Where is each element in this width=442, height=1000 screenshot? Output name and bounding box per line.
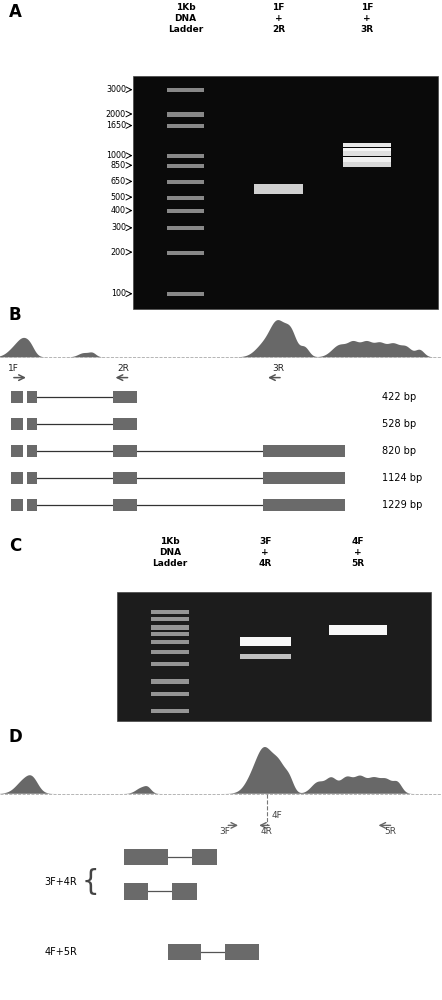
Text: 500: 500 xyxy=(111,193,126,202)
Bar xyxy=(11,391,23,403)
Bar xyxy=(152,625,189,630)
Bar xyxy=(167,88,205,92)
Bar xyxy=(152,662,189,666)
Bar xyxy=(152,709,189,713)
Bar xyxy=(167,226,205,230)
Bar xyxy=(11,499,23,511)
Bar xyxy=(254,188,303,194)
Bar xyxy=(263,499,345,511)
Bar xyxy=(167,154,205,158)
Text: 1124 bp: 1124 bp xyxy=(382,473,423,483)
Bar xyxy=(343,148,391,153)
Text: 1Kb
DNA
Ladder: 1Kb DNA Ladder xyxy=(152,537,188,568)
Bar xyxy=(113,391,137,403)
Bar xyxy=(152,610,189,614)
Bar xyxy=(225,944,259,960)
Text: 4F: 4F xyxy=(272,811,282,820)
Bar xyxy=(113,472,137,484)
Bar xyxy=(167,251,205,255)
Bar xyxy=(263,445,345,457)
Bar xyxy=(133,76,438,309)
Bar xyxy=(254,184,303,189)
Bar xyxy=(27,472,37,484)
Bar xyxy=(167,292,205,296)
Bar xyxy=(152,679,189,684)
Bar xyxy=(343,162,391,167)
Bar xyxy=(124,849,168,865)
Bar xyxy=(329,625,387,635)
Text: B: B xyxy=(9,306,22,324)
Bar xyxy=(168,944,201,960)
Text: 422 bp: 422 bp xyxy=(382,392,416,402)
Bar xyxy=(240,654,291,659)
Bar xyxy=(240,637,291,646)
Bar xyxy=(263,472,345,484)
Text: A: A xyxy=(9,3,22,21)
Text: 3F+4R: 3F+4R xyxy=(45,877,77,887)
Text: 2R: 2R xyxy=(117,364,129,373)
Text: 5R: 5R xyxy=(385,827,396,836)
Bar xyxy=(152,640,189,644)
Text: 100: 100 xyxy=(111,289,126,298)
Bar xyxy=(167,180,205,184)
Text: 1650: 1650 xyxy=(106,121,126,130)
Text: 3F
+
4R: 3F + 4R xyxy=(259,537,272,568)
Text: 2000: 2000 xyxy=(106,110,126,119)
Text: 650: 650 xyxy=(111,177,126,186)
Text: 3F: 3F xyxy=(219,827,230,836)
Bar xyxy=(167,124,205,128)
Text: 400: 400 xyxy=(111,206,126,215)
Text: 1Kb
DNA
Ladder: 1Kb DNA Ladder xyxy=(168,3,203,34)
Bar xyxy=(152,632,189,636)
Bar xyxy=(167,112,205,117)
Text: 1F
+
3R: 1F + 3R xyxy=(360,3,373,34)
Bar xyxy=(343,143,391,147)
Text: 200: 200 xyxy=(111,248,126,257)
Bar xyxy=(172,883,197,900)
Text: {: { xyxy=(82,868,99,896)
Bar xyxy=(11,445,23,457)
Text: 528 bp: 528 bp xyxy=(382,419,416,429)
Bar xyxy=(343,157,391,162)
Text: 300: 300 xyxy=(111,223,126,232)
Bar xyxy=(113,418,137,430)
Text: 3R: 3R xyxy=(272,364,284,373)
Text: 1F
+
2R: 1F + 2R xyxy=(272,3,285,34)
Bar xyxy=(11,418,23,430)
Text: C: C xyxy=(9,537,21,555)
Bar xyxy=(343,151,391,156)
Text: 3000: 3000 xyxy=(106,85,126,94)
Bar xyxy=(117,592,431,721)
Text: 1000: 1000 xyxy=(106,151,126,160)
Text: 4F
+
5R: 4F + 5R xyxy=(351,537,365,568)
Bar xyxy=(113,499,137,511)
Bar xyxy=(152,650,189,654)
Text: 4R: 4R xyxy=(261,827,273,836)
Text: 1F: 1F xyxy=(8,364,19,373)
Bar xyxy=(167,164,205,168)
Bar xyxy=(27,418,37,430)
Text: 1229 bp: 1229 bp xyxy=(382,500,423,510)
Text: 4F+5R: 4F+5R xyxy=(45,947,77,957)
Bar xyxy=(11,472,23,484)
Bar xyxy=(167,209,205,213)
Bar xyxy=(167,196,205,200)
Bar xyxy=(27,499,37,511)
Text: D: D xyxy=(9,728,23,746)
Bar xyxy=(152,617,189,621)
Bar xyxy=(113,445,137,457)
Bar xyxy=(124,883,148,900)
Text: 850: 850 xyxy=(111,161,126,170)
Text: 820 bp: 820 bp xyxy=(382,446,416,456)
Bar xyxy=(192,849,217,865)
Bar xyxy=(27,391,37,403)
Bar xyxy=(152,692,189,696)
Bar xyxy=(27,445,37,457)
